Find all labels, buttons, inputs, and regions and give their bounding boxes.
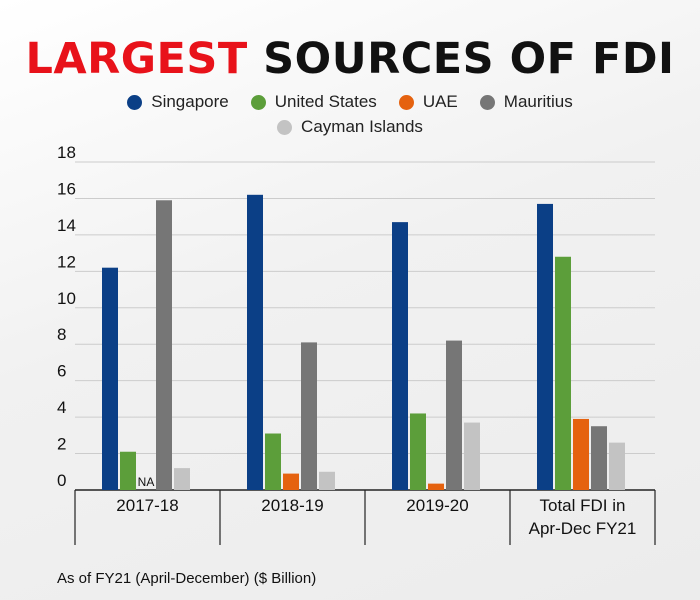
legend-row: Cayman Islands (0, 117, 700, 137)
legend-swatch (479, 94, 495, 110)
bar (428, 483, 444, 490)
bar (319, 471, 335, 490)
legend-item: Singapore (127, 92, 229, 112)
bar (392, 222, 408, 490)
legend-label: United States (274, 92, 377, 111)
x-tick-label: 2017-18 (116, 496, 178, 515)
bar (537, 203, 553, 490)
bar (247, 194, 263, 491)
bar (265, 433, 281, 490)
bar (591, 426, 607, 490)
title-rest: SOURCES OF FDI (247, 34, 675, 84)
y-tick-label: 12 (57, 252, 76, 271)
legend-label: Singapore (151, 92, 229, 111)
x-tick-label: Apr-Dec FY21 (529, 519, 637, 538)
legend-swatch (277, 119, 293, 135)
y-tick-label: 0 (57, 471, 66, 490)
legend-item: United States (250, 92, 377, 112)
x-tick-label: Total FDI in (540, 496, 626, 515)
legend-row: Singapore United States UAE Mauritius (0, 92, 700, 112)
x-tick-label: 2019-20 (406, 496, 468, 515)
bar (464, 422, 480, 490)
chart-title: LARGEST SOURCES OF FDI (0, 34, 700, 84)
y-tick-label: 4 (57, 398, 66, 417)
legend-label: UAE (422, 92, 458, 111)
legend-swatch (250, 94, 266, 110)
x-tick-label: 2018-19 (261, 496, 323, 515)
legend: Singapore United States UAE Mauritius Cayma… (0, 92, 700, 142)
bar (301, 342, 317, 490)
legend-item: UAE (398, 92, 458, 112)
legend-swatch (127, 94, 143, 110)
legend-item: Cayman Islands (277, 117, 423, 137)
y-tick-label: 18 (57, 143, 76, 162)
bar (283, 473, 299, 490)
legend-label: Mauritius (503, 92, 573, 111)
bar (609, 442, 625, 490)
y-tick-label: 8 (57, 325, 66, 344)
legend-label: Cayman Islands (301, 117, 423, 136)
bar (573, 418, 589, 490)
bar (410, 413, 426, 490)
bar (174, 468, 190, 490)
y-tick-label: 14 (57, 216, 76, 235)
na-annotation: NA (138, 475, 155, 489)
bar (446, 340, 462, 490)
title-highlight: LARGEST (25, 34, 248, 84)
y-tick-label: 10 (57, 289, 76, 308)
y-tick-label: 16 (57, 179, 76, 198)
footnote: As of FY21 (April-December) ($ Billion) (57, 570, 317, 587)
legend-item: Mauritius (479, 92, 573, 112)
bar (555, 256, 571, 490)
y-tick-label: 2 (57, 435, 66, 454)
bar (156, 200, 172, 490)
legend-swatch (398, 94, 414, 110)
y-tick-label: 6 (57, 362, 66, 381)
bar (120, 451, 136, 490)
bar (102, 267, 118, 490)
